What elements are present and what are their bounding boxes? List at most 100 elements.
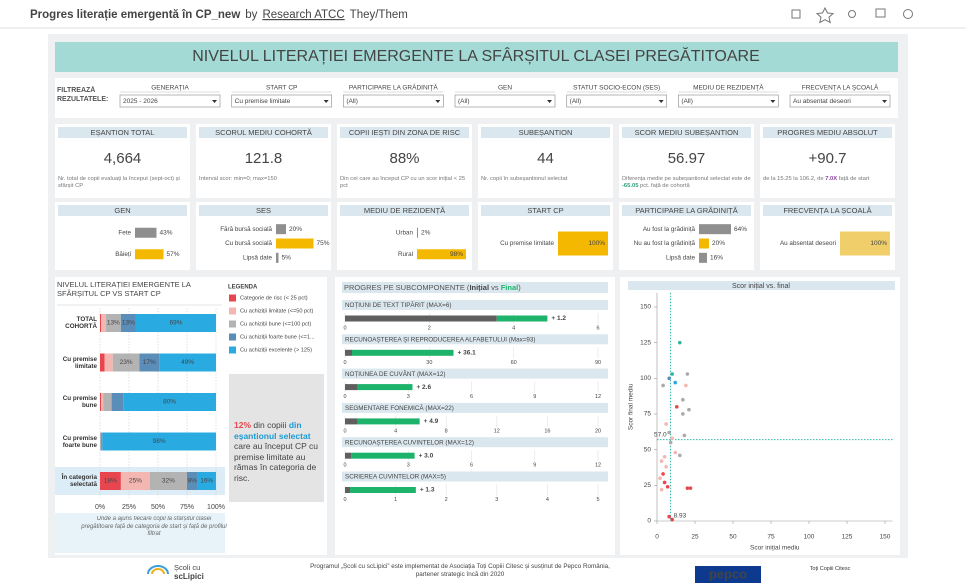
category-label-box: Cu premise bune xyxy=(63,395,97,409)
segment-label: 98% xyxy=(153,438,166,445)
kpi-title-band xyxy=(58,127,187,138)
banner xyxy=(55,42,898,72)
breakdown-value: 20% xyxy=(712,240,725,247)
legend-swatch xyxy=(229,346,236,354)
legend-label: Cu achiziții limitate (<=50 pct) xyxy=(240,308,314,314)
segment-label: 16% xyxy=(200,478,213,485)
component-name: RECUNOAȘTEREA ȘI REPRODUCEREA ALFABETULU… xyxy=(345,336,536,343)
legend-label: Cu achiziții excelente (> 125) xyxy=(240,347,312,353)
breakdown-label: Cu premise limitate xyxy=(500,240,554,247)
breakdown-value: 57% xyxy=(167,251,180,258)
breakdown-value: 100% xyxy=(870,240,887,247)
breakdown-bar xyxy=(276,252,279,263)
kpi-value: +90.7 xyxy=(809,150,847,167)
bar-segment xyxy=(120,314,136,332)
component-name: RECUNOAȘTEREA CUVINTELOR (MAX=12) xyxy=(345,439,474,446)
embed-icon[interactable] xyxy=(875,8,886,18)
breakdown-label: Urban xyxy=(396,229,414,236)
filter-dropdown[interactable] xyxy=(677,94,779,108)
kpi-note-part: Nr. copii în subeșantionul selectat xyxy=(481,176,568,182)
filter-dropdown[interactable] xyxy=(342,94,444,108)
annotation-box: 12% din copiii din eșantionul selectat c… xyxy=(234,420,318,483)
scatter-point xyxy=(688,486,693,490)
gain-bar xyxy=(357,384,413,391)
filter-dropdown[interactable] xyxy=(119,94,221,108)
scatter-point xyxy=(665,484,670,489)
header-title: Progres literație emergentă în CP_new xyxy=(30,9,240,21)
kpi-note: de la 15.25 la 106.2, de 7.0X față de st… xyxy=(763,176,893,183)
filter-arrow xyxy=(547,100,553,103)
tick-label: 0 xyxy=(343,463,346,469)
component-name: SEGMENTARE FONEMICĂ (MAX=22) xyxy=(345,403,454,412)
gain-label: + 3.0 xyxy=(419,452,434,459)
bar-segment xyxy=(112,353,140,372)
scatter-point xyxy=(670,436,674,441)
x-tick-label: 75% xyxy=(180,504,194,511)
tick-label: 4 xyxy=(394,428,397,434)
legend-label: Cu achiziții foarte bune (<=1... xyxy=(240,334,315,340)
bar-segment xyxy=(101,314,106,332)
filter-arrow xyxy=(323,100,329,103)
y-tick-label: 50 xyxy=(644,446,652,453)
scatter-point xyxy=(687,407,691,412)
bar-segment xyxy=(187,472,198,490)
y-tick-label: 0 xyxy=(647,518,651,525)
annotation-part: din copiii xyxy=(251,420,289,430)
breakdown-bar xyxy=(699,238,709,249)
tick-label: 60 xyxy=(511,360,517,366)
bar-segment xyxy=(149,472,187,490)
kpi-note-part: Nr. total de copii evaluați la început (… xyxy=(58,176,180,189)
reference-label: 57.0 xyxy=(654,431,667,438)
progress-title-part: vs xyxy=(489,283,501,292)
breakdown-title: PARTICIPARE LA GRĂDINIȚĂ xyxy=(635,206,738,215)
scatter-point xyxy=(685,486,690,490)
scatter-point xyxy=(685,372,690,376)
filter-label-box: FILTREAZĂ REZULTATELE: xyxy=(57,87,108,103)
filter-dropdown[interactable] xyxy=(231,94,333,108)
scatter-point xyxy=(667,376,671,381)
tick-label: 12 xyxy=(595,394,601,400)
x-tick-label: 100 xyxy=(804,534,815,541)
breakdown-value: 2% xyxy=(421,229,431,236)
filter-arrow xyxy=(212,100,217,103)
legend-label: Categorie de risc (< 25 pct) xyxy=(240,295,308,301)
initial-bar xyxy=(345,487,351,493)
kpi-note-box: Diferența medie pe subeșantionul selecta… xyxy=(622,176,751,189)
footer-text: Programul „Școli cu scLipici” este imple… xyxy=(310,563,610,578)
x-tick-label: 100% xyxy=(207,504,225,511)
filter-value: (All) xyxy=(458,98,470,105)
filter-dropdown[interactable] xyxy=(566,94,668,108)
filter-dropdown[interactable] xyxy=(789,94,891,108)
tick-label: 6 xyxy=(596,325,599,331)
filter-title: START CP xyxy=(266,85,297,92)
segment-label: 17% xyxy=(143,359,156,366)
y-tick-label: 25 xyxy=(644,482,652,489)
filter-title: GEN xyxy=(498,85,512,92)
breakdown-title: START CP xyxy=(527,206,563,215)
legend-title: LEGENDA xyxy=(228,285,258,291)
tick-label: 3 xyxy=(407,463,410,469)
header-author: Research ATCC xyxy=(262,9,344,21)
bar-segment xyxy=(159,353,216,372)
kpi-note: Nr. copii în subeșantionul selectat xyxy=(481,176,611,183)
filter-dropdown[interactable] xyxy=(454,94,556,108)
progress-title-part: Inițial xyxy=(469,283,490,292)
breakdown-bar xyxy=(417,227,418,238)
filter-arrow xyxy=(770,100,776,103)
copy-icon[interactable] xyxy=(791,9,801,19)
segment-label: 18% xyxy=(104,478,117,485)
category-label-box: Cu premise foarte bune xyxy=(63,435,97,449)
segment-label: 23% xyxy=(120,359,133,366)
progress-title: PROGRES PE SUBCOMPONENTE (Inițial vs Fin… xyxy=(344,282,608,293)
bar-segment xyxy=(100,472,121,490)
header-by: by xyxy=(245,9,257,21)
info-icon[interactable] xyxy=(903,9,913,19)
kpi-value: 44 xyxy=(537,150,554,167)
share-icon[interactable] xyxy=(848,10,856,18)
bar-segment xyxy=(103,393,112,411)
tick-label: 3 xyxy=(495,497,498,503)
scatter-point xyxy=(659,487,664,492)
favorite-icon[interactable] xyxy=(815,6,835,24)
component-band xyxy=(342,402,608,413)
breakdown-value: 64% xyxy=(734,226,747,233)
